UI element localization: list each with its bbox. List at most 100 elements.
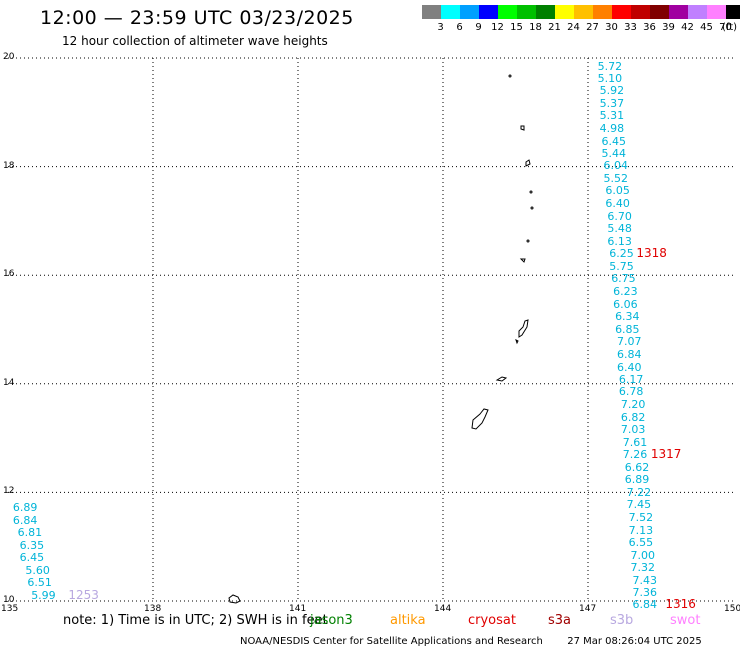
footer: NOAA/NESDIS Center for Satellite Applica…	[240, 636, 702, 647]
wave-height-value: 6.81	[17, 526, 43, 540]
page-title: 12:00 — 23:59 UTC 03/23/2025	[40, 7, 354, 29]
wave-height-value: 7.20	[620, 397, 646, 411]
legend-swatch-3	[422, 5, 441, 19]
wave-height-value: 4.98	[599, 121, 625, 135]
legend-label: 12	[491, 22, 504, 33]
wave-height-value: 5.92	[599, 84, 625, 98]
footer-timestamp: 27 Mar 08:26:04 UTC 2025	[567, 636, 702, 647]
wave-height-value: 6.34	[615, 310, 640, 323]
track-label: 1253	[68, 587, 99, 602]
legend-label: 33	[624, 22, 637, 33]
wave-height-value: 5.60	[25, 563, 50, 577]
legend-swatch-39	[650, 5, 669, 19]
wave-height-value: 6.40	[605, 197, 630, 211]
wave-height-value: 6.23	[613, 285, 638, 299]
island-guam	[471, 408, 489, 430]
wave-height-value: 5.52	[603, 171, 628, 185]
legend-swatch-9	[460, 5, 479, 19]
legend-label: 42	[681, 22, 694, 33]
wave-height-value: 5.37	[599, 96, 625, 110]
wave-height-value: 6.40	[617, 360, 642, 374]
island-agrihan	[520, 125, 525, 131]
legend-label: 9	[475, 22, 482, 33]
x-tick-label: 135	[1, 604, 19, 614]
legend-label: 39	[662, 22, 675, 33]
legend-swatch-6	[441, 5, 460, 19]
legend-label: 36	[643, 22, 656, 33]
satellite-s3b: s3b	[610, 613, 634, 628]
wave-height-value: 7.45	[626, 498, 652, 512]
wave-height-value: 6.85	[615, 322, 640, 336]
satellite-jason3: jason3	[310, 613, 353, 628]
y-tick-label: 20	[3, 52, 15, 62]
legend-swatch-24	[555, 5, 574, 19]
wave-height-value: 5.75	[609, 259, 634, 273]
wave-height-value: 6.45	[19, 551, 45, 565]
wave-height-value: 6.82	[620, 411, 646, 424]
wave-height-value: 6.13	[607, 234, 632, 248]
track-label: 1318	[636, 246, 667, 261]
wave-height-value: 6.04	[603, 159, 628, 173]
wave-height-value: 7.61	[622, 435, 648, 449]
wave-height-value: 5.10	[597, 71, 623, 85]
x-tick-label: 150	[724, 604, 740, 614]
wave-height-value: 6.45	[601, 134, 627, 148]
legend-label: 6	[456, 22, 463, 33]
legend-label: 21	[548, 22, 561, 33]
legend-swatch-33	[612, 5, 631, 19]
wave-height-value: 6.70	[607, 209, 632, 223]
island-northern	[519, 258, 526, 263]
legend-swatch-36	[631, 5, 650, 19]
x-tick-label: 138	[144, 604, 162, 614]
legend-swatch-70	[707, 5, 726, 19]
wave-height-value: 7.00	[630, 548, 656, 562]
wave-height-value: 6.84	[617, 348, 642, 362]
y-tick-label: 16	[3, 269, 15, 280]
satellite-altika: altika	[390, 613, 426, 628]
legend-swatch-12	[479, 5, 498, 19]
wave-height-value: 7.22	[626, 485, 652, 499]
page-subtitle: 12 hour collection of altimeter wave hei…	[62, 34, 328, 48]
legend-label: 70	[719, 22, 732, 33]
island-asuncion	[529, 190, 533, 194]
wave-height-value: 6.35	[19, 538, 45, 552]
wave-height-value: 7.32	[630, 561, 656, 575]
satellite-cryosat: cryosat	[468, 613, 516, 628]
x-tick-label: 147	[579, 604, 597, 614]
wave-height-value: 6.78	[618, 385, 644, 399]
wave-height-value: 7.07	[617, 334, 642, 348]
legend-label: 3	[437, 22, 444, 33]
legend-swatch-21	[536, 5, 555, 19]
legend-swatch-30	[593, 5, 612, 19]
legend-label: 15	[510, 22, 523, 33]
wave-height-value: 6.84	[632, 598, 657, 612]
island-palau	[228, 594, 241, 604]
wave-height-value: 6.25	[609, 247, 634, 261]
legend-swatch-18	[517, 5, 536, 19]
y-tick-label: 12	[3, 486, 15, 497]
legend-label: 30	[605, 22, 618, 33]
legend-label: 24	[567, 22, 580, 33]
map-grid	[8, 57, 733, 602]
y-tick-label: 14	[3, 377, 15, 388]
wave-height-value: 6.62	[624, 460, 650, 474]
wave-height-value: 6.55	[628, 536, 654, 550]
island-farallon	[508, 74, 512, 78]
y-tick-label: 18	[3, 160, 15, 171]
coastlines	[228, 74, 534, 604]
legend-label: 45	[700, 22, 713, 33]
satellite-swot: swot	[670, 613, 701, 628]
wave-height-value: 5.99	[31, 588, 56, 602]
island-saipan	[518, 319, 529, 338]
wave-height-value: 7.52	[628, 511, 654, 525]
wave-height-value: 6.06	[613, 297, 638, 311]
island-rota	[495, 376, 508, 382]
wave-height-value: 7.43	[632, 573, 657, 587]
wave-height-value: 7.03	[620, 423, 646, 437]
wave-height-value: 6.89	[12, 501, 38, 515]
wave-height-value: 7.13	[628, 523, 654, 537]
legend-unit: (ft)	[721, 22, 738, 33]
wave-height-value: 5.31	[599, 109, 625, 123]
footer-org: NOAA/NESDIS Center for Satellite Applica…	[240, 636, 543, 647]
wave-height-value: 7.36	[632, 586, 657, 600]
